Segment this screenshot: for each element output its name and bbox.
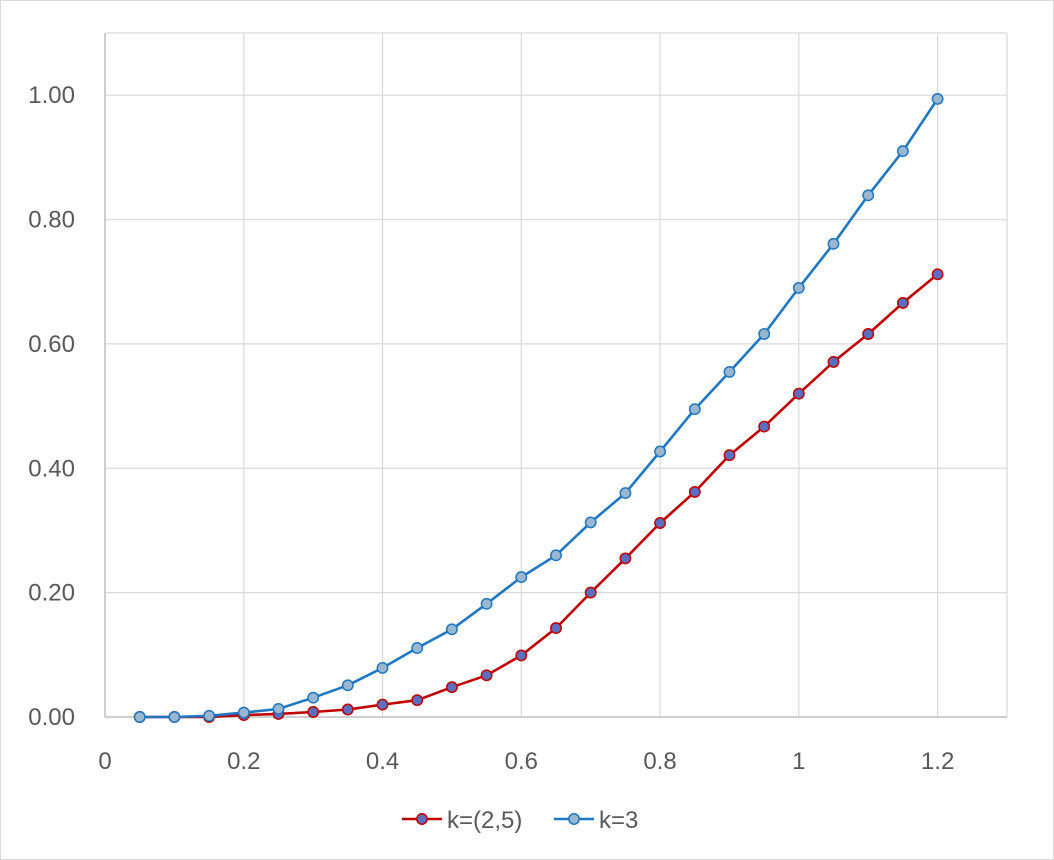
data-point [168,711,181,723]
x-tick-label: 0.6 [505,748,538,775]
y-tick-label: 0.20 [28,580,75,607]
data-point [931,92,944,105]
data-point [480,597,493,610]
data-point [827,237,840,250]
data-point [896,145,909,158]
y-tick-label: 0.00 [28,704,75,731]
x-tick-label: 0 [98,748,111,775]
data-point [203,709,216,722]
data-point [688,403,701,416]
data-point [723,449,736,462]
data-point [931,268,944,281]
data-point [480,669,493,682]
data-point [758,328,771,340]
legend-label: k=3 [599,807,638,834]
data-point [376,698,389,711]
data-point [237,706,250,719]
data-point [341,703,354,716]
y-tick-label: 0.60 [28,331,75,358]
data-point [411,694,424,707]
legend: k=(2,5) k=3 [402,807,638,834]
data-point [341,679,354,692]
data-point [584,586,597,599]
y-tick-label: 0.40 [28,455,75,482]
data-point [862,328,875,340]
data-point [515,649,528,662]
x-tick-label: 0.2 [227,748,260,775]
axes: 0 0.2 0.4 0.6 0.8 1 1.2 0.00 0.20 0.40 0.60 0.80 1.0… [28,33,1007,775]
gridlines [105,32,1008,717]
series-line-1 [139,98,939,719]
data-point [827,355,840,368]
y-tick-label: 0.80 [28,207,75,234]
data-point [584,516,597,529]
data-point [619,487,632,500]
data-point [445,623,458,636]
series-lines [133,92,944,723]
data-point [723,365,736,378]
data-point [792,387,805,400]
data-point [758,420,771,433]
data-point [688,485,701,498]
data-point [133,711,146,723]
data-point [654,445,667,458]
data-point [550,622,562,635]
data-point [307,691,320,704]
data-point [411,642,424,654]
data-point [307,706,320,718]
y-tick-label: 1.00 [28,82,75,109]
data-point [896,296,909,309]
data-point [862,189,875,202]
data-point [515,571,528,584]
data-point [792,281,805,294]
data-point [550,549,562,562]
data-point [445,681,458,694]
legend-swatch-marker [416,813,428,825]
legend-swatch-marker [568,813,580,825]
data-point [376,661,389,674]
x-tick-label: 0.8 [643,748,676,775]
data-point [619,552,632,565]
x-tick-label: 0.4 [366,748,399,775]
x-tick-label: 1.2 [921,748,954,775]
legend-label: k=(2,5) [447,807,522,834]
data-point [654,517,667,529]
series-line-0 [139,273,939,719]
x-tick-label: 1 [792,748,805,775]
data-point [272,702,285,715]
